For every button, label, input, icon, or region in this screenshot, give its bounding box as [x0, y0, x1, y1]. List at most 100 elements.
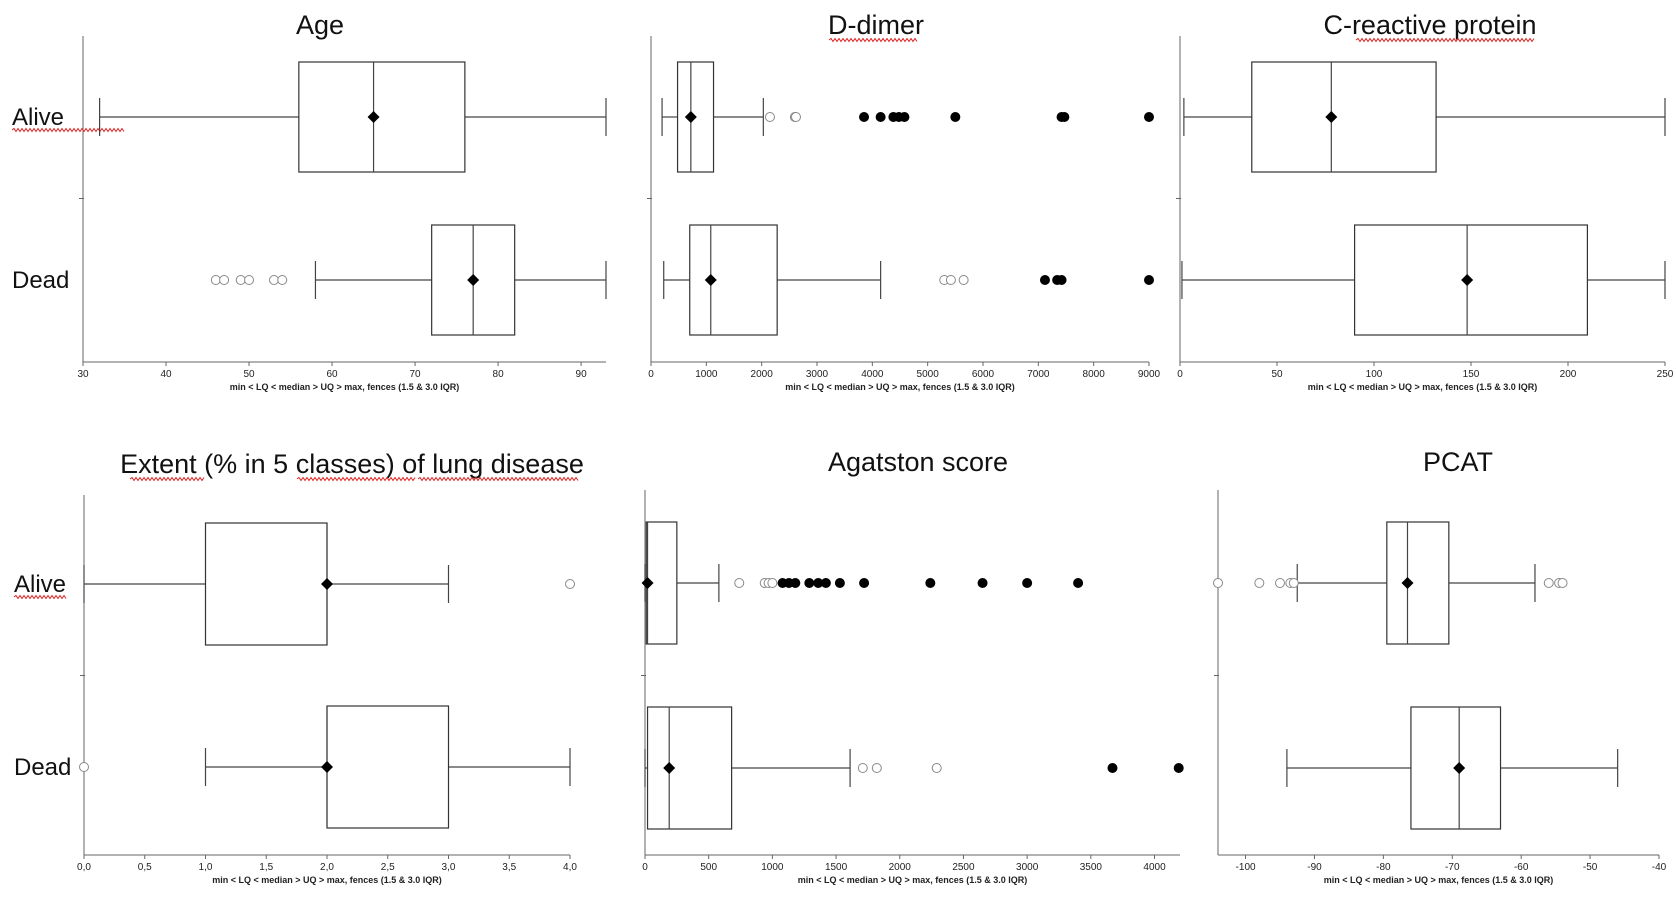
- mean-marker: [1401, 577, 1414, 589]
- outlier-mild: [219, 275, 230, 285]
- outlier-extreme: [859, 578, 870, 588]
- box-group-alive: [1213, 521, 1568, 645]
- iqr-box: [326, 705, 450, 829]
- outlier-extreme: [813, 578, 824, 588]
- mean-marker: [663, 762, 676, 774]
- outlier-extreme: [899, 112, 910, 122]
- outlier-mild: [268, 275, 279, 285]
- outlier-extreme: [1073, 578, 1084, 588]
- category-label: Dead: [12, 267, 69, 294]
- x-tick-label: 6000: [972, 369, 995, 380]
- x-tick-label: 0: [648, 369, 654, 380]
- x-axis-label: min < LQ < median > UQ > max, fences (1.…: [1308, 382, 1538, 392]
- panel-pcat: PCAT -100 -90 -80 -70 -60 -50 -40 min < LQ < med…: [1213, 447, 1667, 885]
- mean-marker: [684, 111, 697, 123]
- x-tick-label: 2,0: [320, 862, 334, 873]
- mean-marker: [321, 578, 333, 590]
- outlier-extreme: [1059, 112, 1070, 122]
- panel-title: Age: [296, 10, 344, 40]
- outlier-mild: [857, 763, 868, 773]
- iqr-box: [646, 706, 733, 830]
- outlier-mild: [1543, 578, 1554, 588]
- outlier-extreme: [820, 578, 831, 588]
- panel-d-dimer: D-dimer 0 1000 2000 3000 4000 5000 6000 7000 8000…: [647, 10, 1161, 392]
- mean-marker: [1461, 274, 1474, 286]
- x-tick-label: -90: [1307, 862, 1322, 873]
- panel-age: Age 30 40 50 60 70 80 90 min < LQ < median > UQ …: [11, 10, 607, 392]
- outlier-extreme: [1039, 275, 1050, 285]
- x-tick-label: 4000: [1143, 862, 1166, 873]
- spellcheck-underline: [296, 476, 416, 482]
- outlier-mild: [277, 275, 288, 285]
- outlier-mild: [734, 578, 745, 588]
- x-tick-label: 50: [1271, 369, 1283, 380]
- outlier-mild: [931, 763, 942, 773]
- category-label: Alive: [14, 571, 66, 598]
- outlier-mild: [764, 112, 775, 122]
- outlier-extreme: [834, 578, 845, 588]
- panel-extent-in-5-classes-of-lung-disease: Extent (% in 5 classes) of lung disease 0…: [13, 449, 584, 885]
- x-tick-label: 3000: [806, 369, 829, 380]
- outlier-extreme: [804, 578, 815, 588]
- x-axis-label: min < LQ < median > UQ > max, fences (1.…: [212, 875, 442, 885]
- x-tick-label: 9000: [1138, 369, 1161, 380]
- spellcheck-underline: [1355, 37, 1535, 43]
- outlier-mild: [235, 275, 246, 285]
- outlier-mild: [1213, 578, 1223, 588]
- iqr-box: [298, 61, 466, 173]
- outlier-extreme: [1022, 578, 1033, 588]
- outlier-mild: [945, 275, 956, 285]
- outlier-extreme: [925, 578, 936, 588]
- x-tick-label: 40: [160, 369, 172, 380]
- box-group-alive: [1183, 61, 1666, 173]
- x-tick-label: 0: [642, 862, 648, 873]
- outlier-mild: [1254, 578, 1265, 588]
- box-group-dead: Dead: [14, 705, 571, 829]
- x-tick-label: 50: [243, 369, 255, 380]
- outlier-extreme: [790, 578, 801, 588]
- x-tick-label: 8000: [1083, 369, 1106, 380]
- spellcheck-underline: [417, 476, 579, 482]
- category-label: Alive: [12, 104, 64, 131]
- iqr-box: [1386, 521, 1450, 645]
- panel-agatston-score: Agatston score 0 500 1000 1500 2000 2500 3000 35…: [641, 447, 1184, 885]
- outlier-mild: [1557, 578, 1568, 588]
- x-tick-label: 2000: [889, 862, 912, 873]
- spellcheck-underline: [828, 37, 918, 43]
- mean-marker: [367, 111, 380, 123]
- box-group-dead: [663, 224, 1154, 336]
- x-tick-label: 0: [1177, 369, 1183, 380]
- outlier-mild: [244, 275, 255, 285]
- iqr-box: [204, 522, 328, 646]
- spellcheck-underline: [11, 127, 125, 133]
- panel-title: Agatston score: [828, 447, 1008, 477]
- x-tick-label: 150: [1463, 369, 1480, 380]
- category-label: Dead: [14, 754, 71, 781]
- x-tick-label: 0,5: [138, 862, 152, 873]
- iqr-box: [1251, 61, 1437, 173]
- box-group-alive: Alive: [13, 522, 575, 646]
- outlier-extreme: [977, 578, 988, 588]
- box-group-alive: [641, 521, 1084, 645]
- spellcheck-underline: [13, 594, 67, 600]
- box-group-dead: [1286, 706, 1619, 830]
- outlier-mild: [1288, 578, 1299, 588]
- outlier-extreme: [1144, 275, 1154, 285]
- x-tick-label: 1,0: [199, 862, 213, 873]
- x-tick-label: 90: [576, 369, 588, 380]
- outlier-mild: [79, 762, 89, 772]
- mean-marker: [1325, 111, 1338, 123]
- outlier-extreme: [1056, 275, 1067, 285]
- outlier-extreme: [950, 112, 961, 122]
- x-tick-label: 2500: [952, 862, 975, 873]
- x-tick-label: 0,0: [77, 862, 91, 873]
- x-tick-label: 3000: [1016, 862, 1039, 873]
- outlier-mild: [958, 275, 969, 285]
- x-tick-label: 5000: [917, 369, 940, 380]
- outlier-mild: [1275, 578, 1286, 588]
- box-group-dead: [1181, 224, 1666, 336]
- outlier-mild: [210, 275, 221, 285]
- outlier-mild: [871, 763, 882, 773]
- x-tick-label: -50: [1583, 862, 1598, 873]
- mean-marker: [467, 274, 480, 286]
